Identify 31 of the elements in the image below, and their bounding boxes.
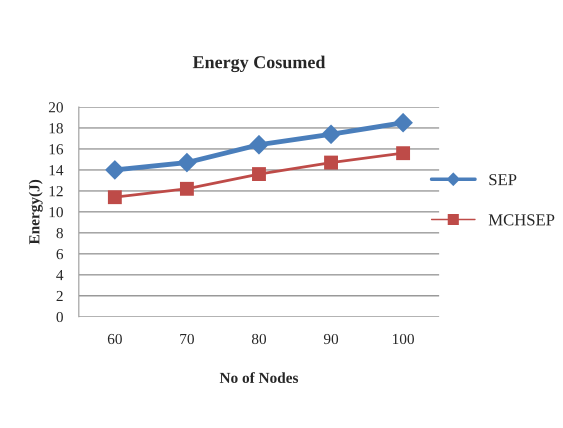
point bbox=[324, 156, 338, 170]
point bbox=[180, 182, 194, 196]
x-tick-label: 60 bbox=[108, 334, 122, 344]
point bbox=[105, 160, 124, 180]
x-tick-label: 90 bbox=[324, 334, 338, 344]
point bbox=[394, 113, 413, 132]
y-tick-label: 2 bbox=[56, 290, 63, 302]
point bbox=[252, 167, 266, 182]
y-tick-label: 12 bbox=[50, 186, 63, 196]
point bbox=[322, 124, 341, 144]
legend-label: MCHSEP bbox=[488, 214, 554, 226]
y-axis-title: Energy(J) bbox=[28, 180, 43, 244]
x-tick-label: 80 bbox=[252, 334, 266, 344]
point bbox=[396, 146, 410, 160]
y-tick-label: 18 bbox=[50, 123, 63, 134]
point bbox=[249, 135, 269, 154]
x-tick-label: 100 bbox=[392, 334, 414, 344]
y-tick-label: 6 bbox=[56, 248, 64, 260]
x-tick-label: 70 bbox=[180, 334, 194, 344]
y-tick-label: 20 bbox=[48, 102, 63, 112]
y-tick-label: 10 bbox=[50, 207, 63, 218]
x-axis-title: No of Nodes bbox=[220, 372, 298, 383]
y-tick-label: 0 bbox=[56, 312, 63, 322]
y-tick-label: 14 bbox=[50, 165, 64, 176]
y-tick-label: 4 bbox=[56, 270, 64, 280]
legend-label: SEP bbox=[489, 174, 516, 186]
chart-title: Energy Cosumed bbox=[192, 56, 326, 72]
point bbox=[177, 153, 196, 172]
y-tick-label: 16 bbox=[50, 144, 64, 154]
point bbox=[108, 190, 122, 204]
y-tick-label: 8 bbox=[56, 228, 63, 238]
